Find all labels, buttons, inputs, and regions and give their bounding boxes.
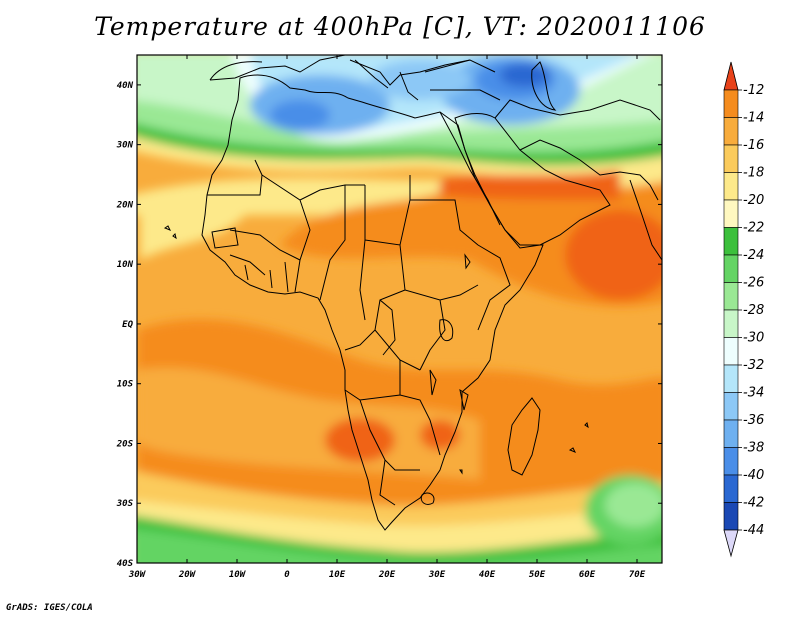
colorbar-bin xyxy=(723,337,739,366)
colorbar-bin xyxy=(723,419,739,448)
colorbar-bin xyxy=(723,502,739,531)
colorbar-bin xyxy=(723,227,739,256)
colorbar-label: -34 xyxy=(743,386,764,401)
colorbar-label: -18 xyxy=(743,166,764,181)
lat-tick-label: EQ xyxy=(122,320,133,330)
colorbar-label: -40 xyxy=(743,468,764,483)
temperature-field xyxy=(137,55,662,563)
lon-tick-label: 10W xyxy=(229,570,247,580)
colorbar-bin xyxy=(723,199,739,228)
lat-tick-label: 20S xyxy=(116,439,134,449)
colorbar-label: -38 xyxy=(743,441,764,456)
lat-tick-label: 40N xyxy=(117,81,134,91)
colorbar-label: -20 xyxy=(743,193,764,208)
colorbar-bottom-arrow xyxy=(723,529,739,558)
colorbar-label: -44 xyxy=(743,523,764,538)
colorbar-bin xyxy=(723,172,739,201)
lon-tick-label: 20W xyxy=(178,570,197,580)
lon-tick-label: 60E xyxy=(579,570,596,580)
colorbar-label: -32 xyxy=(743,358,764,373)
latitude-axis: 40N 30N 20N 10N EQ 10S 20S 30S 40S xyxy=(116,81,662,569)
colorbar-bin xyxy=(723,282,739,311)
colorbar-bin xyxy=(723,89,739,118)
colorbar-bin xyxy=(723,364,739,393)
colorbar-label: -42 xyxy=(743,496,764,511)
colorbar-bin xyxy=(723,144,739,173)
colorbar-bin xyxy=(723,474,739,503)
colorbar-label: -26 xyxy=(743,276,764,291)
colorbar-label: -22 xyxy=(743,221,764,236)
lat-tick-label: 40S xyxy=(117,559,134,569)
colorbar-label: -24 xyxy=(743,248,764,263)
map-frame xyxy=(136,54,663,564)
lat-tick-label: 20N xyxy=(116,200,134,210)
colorbar: -12 -14 -16 -18 -20 -22 -24 -26 -28 -30 -32 -34 -36 -… xyxy=(723,61,764,558)
colorbar-label: -14 xyxy=(743,111,764,126)
lon-tick-label: 10E xyxy=(329,570,346,580)
grads-credit: GrADS: IGES/COLA xyxy=(6,603,93,613)
colorbar-label: -28 xyxy=(743,303,764,318)
colorbar-bin xyxy=(723,392,739,421)
coastlines xyxy=(163,55,662,531)
colorbar-label: -36 xyxy=(743,413,764,428)
lat-tick-label: 30S xyxy=(116,499,134,509)
colorbar-label: -16 xyxy=(743,138,764,153)
lat-tick-label: 30N xyxy=(116,141,134,151)
lat-tick-label: 10N xyxy=(117,260,134,270)
lon-tick-label: 0 xyxy=(284,570,290,580)
colorbar-top-arrow xyxy=(723,61,739,91)
colorbar-bin xyxy=(723,309,739,338)
lon-tick-label: 50E xyxy=(529,570,546,580)
lon-tick-label: 40E xyxy=(479,570,496,580)
chart-title: Temperature at 400hPa [C], VT: 202001110… xyxy=(94,12,706,41)
lon-tick-label: 20E xyxy=(378,570,396,580)
colorbar-bin xyxy=(723,117,739,146)
longitude-axis: 30W 20W 10W 0 10E 20E 30E 40E 50E 60E 70E xyxy=(128,55,646,580)
colorbar-label: -12 xyxy=(743,83,764,98)
colorbar-bin xyxy=(723,447,739,476)
colorbar-label: -30 xyxy=(743,331,764,346)
lon-tick-label: 70E xyxy=(629,570,646,580)
lon-tick-label: 30W xyxy=(128,570,147,580)
lat-tick-label: 10S xyxy=(117,380,134,390)
lon-tick-label: 30E xyxy=(428,570,446,580)
colorbar-bin xyxy=(723,254,739,283)
